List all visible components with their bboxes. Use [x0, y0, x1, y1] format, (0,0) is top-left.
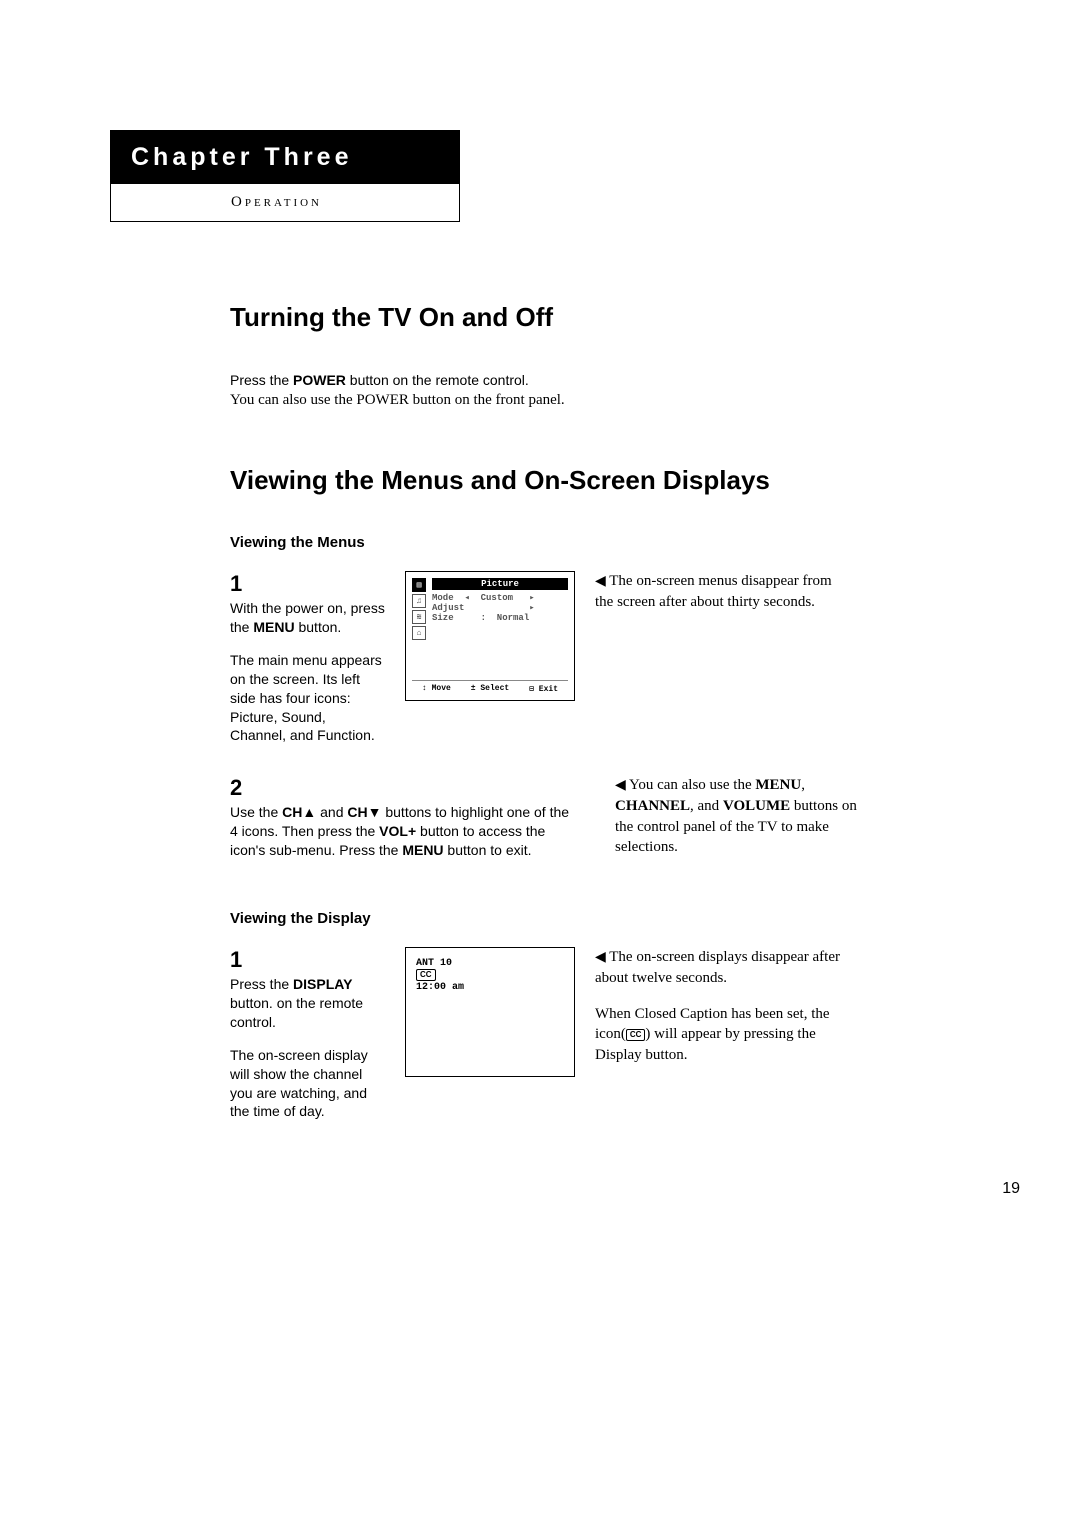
step-number: 2	[230, 775, 570, 801]
text: , and	[690, 798, 723, 814]
text: ▲ and	[302, 804, 347, 820]
text: button. on the remote control.	[230, 995, 363, 1030]
menu-button-label: MENU	[402, 842, 443, 858]
text: Use the	[230, 804, 282, 820]
note-arrow-icon: ◀	[595, 950, 606, 965]
menu-step-1-row: 1 With the power on, press the MENU butt…	[230, 571, 970, 745]
display-step-1-row: 1 Press the DISPLAY button. on the remot…	[230, 947, 970, 1121]
note-panel-buttons: ◀ You can also use the MENU, CHANNEL, an…	[615, 775, 865, 857]
subheading-display: Viewing the Display	[230, 910, 970, 927]
menu-step-2-text: 2 Use the CH▲ and CH▼ buttons to highlig…	[230, 775, 570, 860]
chapter-subtitle: Operation	[111, 184, 459, 221]
step-number: 1	[230, 571, 385, 597]
display-ant-line: ANT 10	[416, 958, 564, 969]
text: MENU	[755, 777, 801, 793]
osd-display-screenshot: ANT 10 CC 12:00 am	[405, 947, 575, 1077]
step-paragraph: The main menu appears on the screen. Its…	[230, 651, 385, 745]
osd-row: Mode ◂ Custom ▸	[432, 593, 568, 603]
osd-footer: ↕ Move ± Select ⊟ Exit	[412, 680, 568, 694]
page-number: 19	[1002, 1180, 1020, 1198]
text: button.	[295, 619, 342, 635]
text: button on the remote control.	[346, 372, 529, 388]
osd-function-icon: ⌂	[412, 626, 426, 640]
text: CHANNEL	[615, 798, 690, 814]
section-heading-menus: Viewing the Menus and On-Screen Displays	[230, 465, 970, 496]
subheading-menus: Viewing the Menus	[230, 534, 970, 551]
text: Press the	[230, 976, 293, 992]
chapter-title: Chapter Three	[111, 131, 459, 184]
page-content: Chapter Three Operation Turning the TV O…	[110, 130, 970, 1161]
step-paragraph: The on-screen display will show the chan…	[230, 1046, 385, 1122]
display-button-label: DISPLAY	[293, 976, 352, 992]
menu-step-1-text: 1 With the power on, press the MENU butt…	[230, 571, 385, 745]
power-line2: You can also use the POWER button on the…	[230, 390, 970, 410]
osd-picture-icon: ▥	[412, 578, 426, 592]
menu-button-label: MENU	[253, 619, 294, 635]
chapter-header: Chapter Three Operation	[110, 130, 460, 222]
osd-top: ▥ ♫ ≋ ⌂ Picture Mode ◂ Custom ▸ Adjust ▸…	[412, 578, 568, 680]
osd-title: Picture	[432, 578, 568, 590]
display-time-line: 12:00 am	[416, 982, 564, 993]
text: button to exit.	[444, 842, 532, 858]
text: You can also use the	[629, 777, 755, 793]
viewing-menus-block: Viewing the Menus 1 With the power on, p…	[230, 534, 970, 1121]
osd-menu-screenshot: ▥ ♫ ≋ ⌂ Picture Mode ◂ Custom ▸ Adjust ▸…	[405, 571, 575, 701]
osd-icon-column: ▥ ♫ ≋ ⌂	[412, 578, 428, 680]
osd-select-label: ± Select	[471, 684, 509, 694]
step-paragraph: Press the DISPLAY button. on the remote …	[230, 975, 385, 1032]
ch-button-label: CH	[282, 804, 302, 820]
menu-step-2-row: 2 Use the CH▲ and CH▼ buttons to highlig…	[230, 775, 970, 860]
step-paragraph: Use the CH▲ and CH▼ buttons to highlight…	[230, 803, 570, 860]
osd-content: Picture Mode ◂ Custom ▸ Adjust ▸ Size : …	[428, 578, 568, 680]
step-paragraph: With the power on, press the MENU button…	[230, 599, 385, 637]
note-arrow-icon: ◀	[595, 574, 606, 589]
ch-button-label: CH	[347, 804, 367, 820]
power-section-body: Press the POWER button on the remote con…	[230, 371, 970, 410]
osd-channel-icon: ≋	[412, 610, 426, 624]
note-text: The on-screen menus disappear from the s…	[595, 573, 832, 610]
note-menus-timeout: ◀ The on-screen menus disappear from the…	[595, 571, 845, 612]
osd-row: Size : Normal	[432, 613, 568, 623]
note-paragraph: When Closed Caption has been set, the ic…	[595, 1004, 845, 1065]
osd-row: Adjust ▸	[432, 603, 568, 613]
step-number: 1	[230, 947, 385, 973]
text: VOLUME	[723, 798, 790, 814]
power-line1: Press the POWER button on the remote con…	[230, 371, 970, 390]
text: Press the	[230, 372, 293, 388]
text: ,	[801, 777, 805, 793]
note-display: ◀ The on-screen displays disappear after…	[595, 947, 845, 1065]
vol-button-label: VOL+	[379, 823, 416, 839]
osd-move-label: ↕ Move	[422, 684, 451, 694]
cc-icon: CC	[626, 1029, 646, 1041]
note-text: The on-screen displays disappear after a…	[595, 949, 840, 986]
note-arrow-icon: ◀	[615, 778, 626, 793]
section-heading-power: Turning the TV On and Off	[230, 302, 970, 333]
display-cc-line: CC	[416, 969, 564, 982]
osd-exit-label: ⊟ Exit	[529, 684, 558, 694]
osd-sound-icon: ♫	[412, 594, 426, 608]
display-step-1-text: 1 Press the DISPLAY button. on the remot…	[230, 947, 385, 1121]
note-paragraph: ◀ The on-screen displays disappear after…	[595, 947, 845, 988]
cc-icon: CC	[416, 969, 436, 981]
power-button-label: POWER	[293, 372, 346, 388]
